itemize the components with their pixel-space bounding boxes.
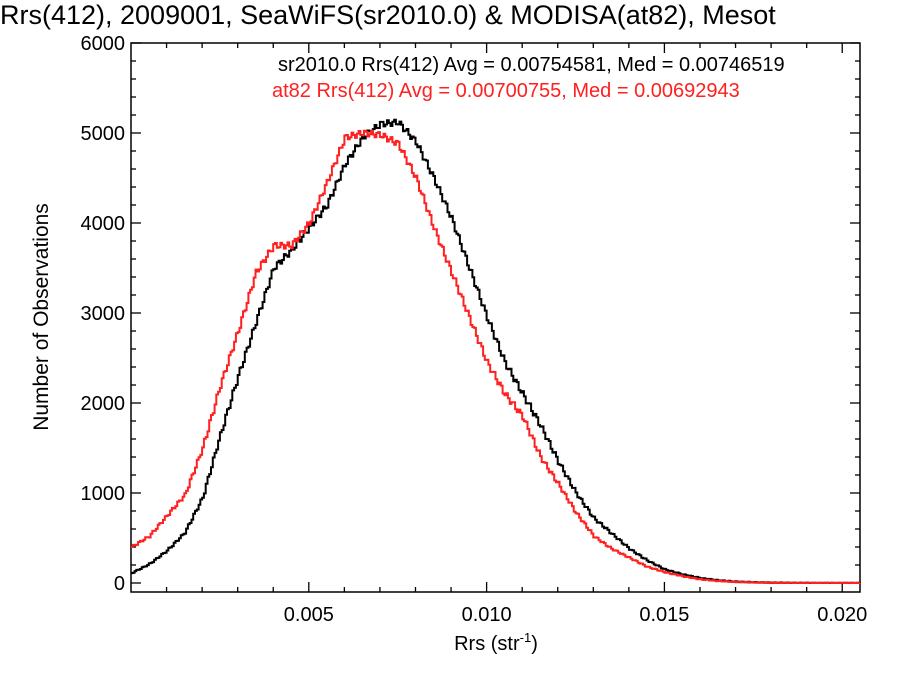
y-tick-label: 6000 [81, 33, 126, 55]
series-line-at82 [131, 129, 861, 584]
x-axis-tick-labels: 0.005 0.010 0.015 0.020 [284, 604, 867, 626]
x-axis-label: Rrs (str-1) [454, 630, 538, 655]
legend-entry-sr2010: sr2010.0 Rrs(412) Avg = 0.00754581, Med … [278, 54, 785, 76]
x-tick-label: 0.015 [639, 604, 689, 626]
legend-entry-at82: at82 Rrs(412) Avg = 0.00700755, Med = 0.… [272, 80, 740, 102]
x-axis-label-close: ) [531, 633, 538, 655]
x-tick-label: 0.010 [462, 604, 512, 626]
y-axis-tick-labels: 0 1000 2000 3000 4000 5000 6000 [81, 33, 126, 595]
x-tick-label: 0.005 [284, 604, 334, 626]
chart-title: Rrs(412), 2009001, SeaWiFS(sr2010.0) & M… [0, 0, 776, 30]
y-axis-ticks [131, 42, 860, 584]
y-tick-label: 5000 [81, 123, 126, 145]
x-axis-ticks [165, 43, 843, 592]
y-tick-label: 0 [114, 573, 125, 595]
y-tick-label: 3000 [81, 303, 126, 325]
y-tick-label: 1000 [81, 483, 126, 505]
y-tick-label: 4000 [81, 213, 126, 235]
x-axis-label-superscript: -1 [520, 630, 532, 645]
y-tick-label: 2000 [81, 393, 126, 415]
y-axis-label: Number of Observations [30, 203, 53, 431]
x-tick-label: 0.020 [817, 604, 867, 626]
plot-frame [130, 42, 861, 593]
series-group [131, 118, 861, 584]
series-line-sr2010 [131, 118, 861, 584]
x-axis-label-main: Rrs (str [454, 633, 520, 655]
